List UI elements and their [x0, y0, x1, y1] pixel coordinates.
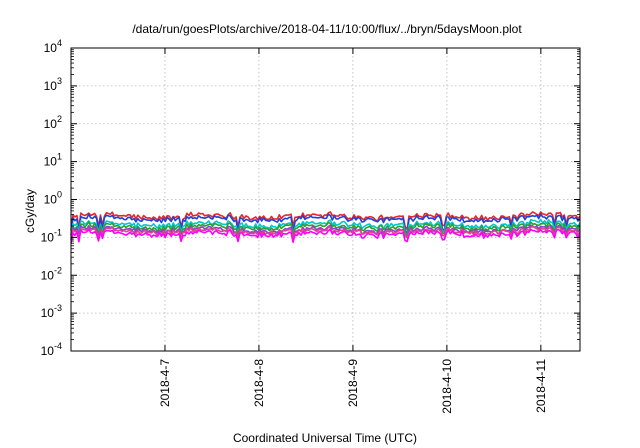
labels-layer: 10-4 10-3 10-2 10-1 100 101 102 103 104 2018-4-7 2… — [41, 38, 548, 414]
series-line — [70, 221, 581, 239]
x-tick-label: 2018-4-9 — [346, 359, 360, 407]
ticks-layer — [71, 47, 580, 352]
x-tick-label: 2018-4-7 — [158, 359, 172, 407]
y-tick-label: 10-1 — [41, 227, 62, 244]
series-line — [70, 211, 581, 231]
y-tick-label: 10-4 — [41, 341, 62, 358]
series-line — [70, 218, 581, 237]
series-line — [70, 228, 581, 244]
grid-layer — [71, 48, 580, 351]
x-tick-label: 2018-4-8 — [252, 359, 266, 407]
y-axis-label: cGy/day — [23, 189, 37, 233]
chart-title: /data/run/goesPlots/archive/2018-04-11/1… — [132, 22, 522, 36]
x-tick-label: 2018-4-11 — [534, 359, 548, 413]
series-line — [70, 226, 581, 241]
y-tick-label: 103 — [44, 76, 62, 93]
y-tick-label: 10-2 — [41, 265, 62, 282]
y-tick-label: 102 — [44, 114, 62, 131]
series-line — [70, 213, 581, 236]
x-tick-label: 2018-4-10 — [440, 359, 454, 414]
y-tick-label: 101 — [44, 152, 62, 169]
y-tick-label: 10-3 — [41, 303, 62, 320]
series-layer — [70, 211, 581, 244]
x-axis-label: Coordinated Universal Time (UTC) — [233, 431, 417, 445]
series-line — [70, 224, 581, 240]
y-tick-label: 104 — [44, 38, 62, 55]
y-tick-label: 100 — [44, 190, 62, 207]
